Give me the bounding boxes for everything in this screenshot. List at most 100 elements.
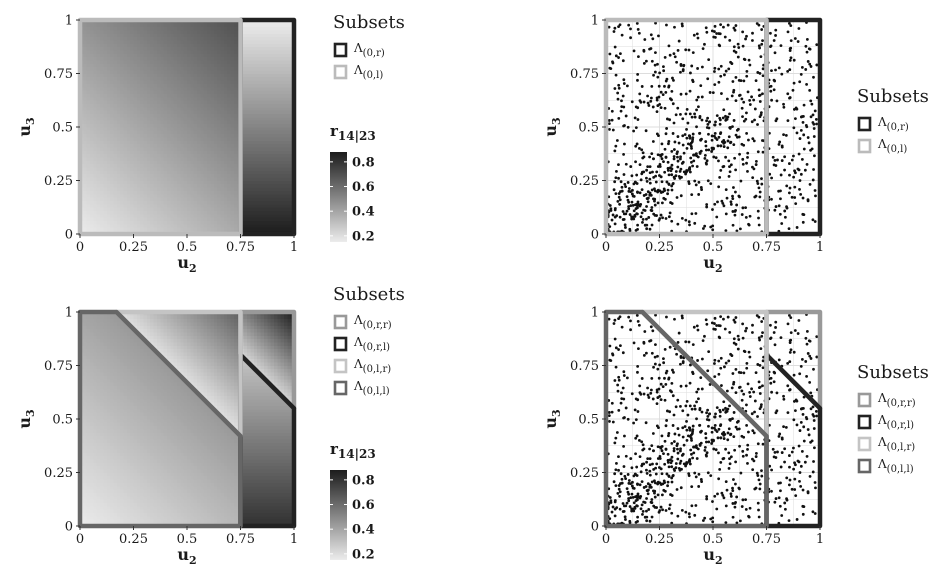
heatmap-cell: [227, 40, 231, 44]
heatmap-cell: [220, 90, 225, 94]
heatmap-cell: [200, 66, 205, 71]
heatmap-cell: [223, 80, 228, 84]
heatmap-cell: [100, 90, 104, 94]
heatmap-cell: [106, 23, 111, 28]
data-point: [731, 210, 735, 213]
data-point: [725, 196, 729, 200]
heatmap-cell: [130, 26, 134, 31]
heatmap-cell: [123, 56, 128, 61]
heatmap-cell: [267, 153, 271, 158]
data-point: [714, 120, 717, 124]
heatmap-cell: [210, 86, 215, 91]
heatmap-cell: [150, 113, 154, 118]
heatmap-cell: [203, 127, 208, 131]
heatmap-cell: [223, 116, 228, 121]
heatmap-cell: [140, 73, 144, 78]
heatmap-cell: [277, 86, 282, 91]
heatmap-cell: [156, 180, 161, 185]
heatmap-cell: [270, 163, 275, 168]
heatmap-cell: [197, 103, 201, 108]
data-point: [614, 176, 618, 180]
heatmap-cell: [203, 70, 208, 74]
heatmap-cell: [213, 130, 218, 135]
heatmap-cell: [170, 227, 175, 232]
heatmap-cell: [230, 187, 235, 191]
heatmap-cell: [250, 180, 255, 185]
heatmap-cell: [173, 193, 178, 198]
heatmap-cell: [187, 33, 191, 38]
data-point: [625, 209, 629, 213]
heatmap-cell: [193, 177, 198, 181]
heatmap-cell: [247, 93, 251, 98]
heatmap-cell: [140, 23, 144, 28]
heatmap-cell: [140, 113, 144, 118]
heatmap-cell: [200, 213, 205, 218]
data-point: [784, 134, 788, 137]
heatmap-cell: [213, 93, 218, 98]
heatmap-cell: [133, 203, 138, 208]
heatmap-cell: [173, 43, 178, 48]
heatmap-cell: [123, 63, 128, 68]
heatmap-cell: [83, 50, 88, 54]
heatmap-cell: [146, 96, 151, 101]
heatmap-cell: [86, 163, 91, 168]
heatmap-cell: [86, 30, 91, 34]
heatmap-cell: [277, 80, 282, 84]
heatmap-cell: [113, 116, 118, 121]
heatmap-cell: [136, 160, 141, 165]
heatmap-cell: [93, 200, 98, 205]
heatmap-cell: [113, 133, 118, 138]
data-point: [705, 126, 709, 129]
heatmap-cell: [217, 33, 221, 38]
data-point: [646, 200, 650, 204]
heatmap-cell: [223, 197, 228, 201]
heatmap-cell: [176, 177, 181, 181]
heatmap-cell: [223, 130, 228, 135]
heatmap-cell: [283, 137, 288, 141]
heatmap-cell: [160, 183, 164, 188]
heatmap-cell: [93, 96, 98, 101]
heatmap-cell: [153, 53, 158, 58]
heatmap-cell: [213, 177, 218, 181]
heatmap-cell: [207, 153, 211, 158]
heatmap-cell: [93, 60, 98, 64]
heatmap-cell: [133, 90, 138, 94]
heatmap-cell: [210, 50, 215, 54]
heatmap-cell: [116, 160, 121, 165]
heatmap-cell: [126, 213, 131, 218]
heatmap-cell: [126, 200, 131, 205]
heatmap-cell: [166, 63, 171, 68]
heatmap-cell: [227, 127, 231, 131]
heatmap-cell: [173, 80, 178, 84]
heatmap-cell: [270, 33, 275, 38]
data-point: [696, 36, 700, 40]
heatmap-cell: [190, 143, 195, 148]
heatmap-cell: [83, 36, 88, 41]
heatmap-cell: [130, 23, 134, 28]
heatmap-cell: [176, 56, 181, 61]
heatmap-cell: [143, 210, 148, 215]
heatmap-cell: [103, 203, 108, 208]
heatmap-cell: [83, 190, 88, 195]
heatmap-cell: [267, 53, 271, 58]
heatmap-cell: [160, 93, 164, 98]
heatmap-cell: [250, 116, 255, 121]
heatmap-cell: [207, 120, 211, 125]
heatmap-cell: [83, 110, 88, 115]
heatmap-cell: [93, 213, 98, 218]
heatmap-cell: [260, 70, 265, 74]
heatmap-cell: [230, 133, 235, 138]
heatmap-cell: [273, 150, 278, 155]
heatmap-cell: [283, 80, 288, 84]
heatmap-cell: [83, 103, 88, 108]
heatmap-cell: [170, 130, 175, 135]
heatmap-cell: [210, 153, 215, 158]
data-point: [802, 133, 806, 137]
heatmap-cell: [146, 163, 151, 168]
heatmap-cell: [120, 187, 124, 191]
heatmap-cell: [227, 46, 231, 51]
heatmap-cell: [136, 187, 141, 191]
heatmap-cell: [116, 213, 121, 218]
heatmap-cell: [260, 96, 265, 101]
